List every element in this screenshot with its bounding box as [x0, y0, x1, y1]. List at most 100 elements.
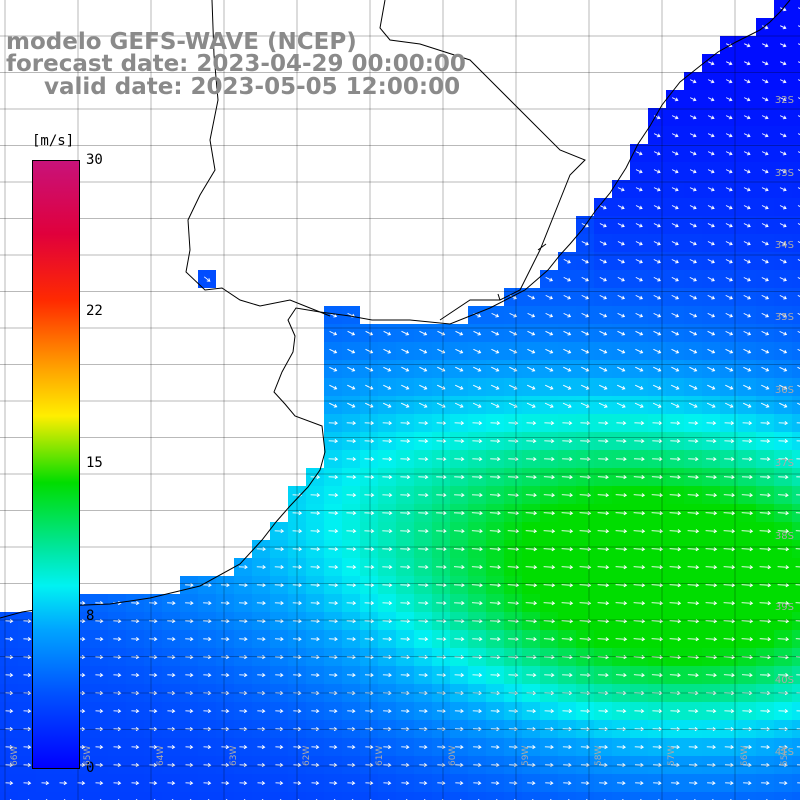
wind-arrow: [616, 439, 627, 444]
wind-arrow: [526, 402, 536, 408]
wind-arrow: [544, 402, 554, 408]
wind-arrow: [329, 709, 338, 714]
wind-arrow: [221, 673, 230, 678]
colorbar-tick-0: 0: [86, 760, 95, 776]
wind-arrow: [400, 637, 411, 642]
wind-arrow: [779, 312, 788, 318]
wind-arrow: [723, 655, 736, 660]
wind-arrow: [580, 439, 591, 444]
wind-arrow: [617, 205, 625, 210]
wind-arrow: [561, 601, 574, 606]
wind-arrow: [689, 97, 697, 102]
wind-arrow: [491, 330, 500, 336]
wind-arrow: [617, 259, 625, 264]
wind-cell: [540, 792, 558, 800]
wind-arrow: [615, 511, 628, 516]
wind-arrow: [401, 763, 410, 768]
wind-arrow: [275, 781, 284, 786]
wind-arrow: [599, 348, 608, 354]
wind-arrow: [725, 187, 733, 192]
wind-cell: [36, 792, 54, 800]
wind-arrow: [113, 709, 122, 714]
wind-arrow: [472, 402, 482, 408]
wind-arrow: [543, 655, 555, 660]
wind-arrow: [507, 493, 519, 498]
wind-arrow: [436, 601, 447, 606]
wind-arrow: [473, 745, 482, 750]
wind-arrow: [491, 348, 500, 354]
wind-arrow: [257, 727, 266, 732]
wind-arrow: [383, 781, 392, 786]
wind-arrow: [418, 493, 429, 498]
wind-arrow: [796, 746, 800, 748]
wind-arrow: [777, 655, 789, 660]
wind-arrow: [777, 565, 790, 570]
wind-cell: [792, 270, 800, 288]
wind-arrow: [347, 384, 356, 390]
wind-arrow: [365, 330, 374, 336]
wind-arrow: [419, 727, 428, 732]
wind-arrow: [779, 97, 787, 102]
wind-cell: [72, 792, 90, 800]
wind-arrow: [221, 727, 230, 732]
wind-arrow: [653, 330, 662, 336]
wind-arrow: [670, 457, 681, 462]
wind-cell: [792, 432, 800, 450]
lat-label-39s: 39S: [774, 602, 794, 613]
wind-arrow: [436, 457, 447, 462]
wind-arrow: [724, 709, 735, 714]
wind-arrow: [741, 673, 753, 678]
wind-arrow: [418, 421, 429, 426]
wind-arrow: [795, 620, 800, 622]
wind-arrow: [382, 421, 393, 426]
wind-arrow: [617, 223, 625, 228]
wind-arrow: [759, 493, 771, 498]
wind-arrow: [597, 529, 610, 534]
wind-cell: [792, 414, 800, 432]
wind-arrow: [779, 187, 787, 192]
wind-arrow: [580, 421, 591, 426]
wind-arrow: [149, 601, 158, 606]
wind-arrow: [95, 745, 104, 750]
wind-arrow: [489, 511, 501, 516]
wind-arrow: [689, 169, 697, 174]
wind-arrow: [419, 366, 428, 372]
lon-label-61w: 61W: [375, 745, 385, 766]
wind-arrow: [328, 655, 338, 660]
wind-arrow: [687, 529, 700, 534]
wind-arrow: [635, 384, 644, 390]
wind-arrow: [689, 151, 697, 156]
wind-arrow: [401, 366, 410, 372]
wind-arrow: [347, 727, 356, 732]
wind-arrow: [725, 277, 733, 282]
colorbar-tick-8: 8: [86, 608, 95, 624]
wind-arrow: [347, 366, 356, 372]
wind-arrow: [167, 709, 176, 714]
wind-arrow: [561, 493, 573, 498]
wind-arrow: [777, 637, 790, 642]
wind-arrow: [599, 781, 608, 786]
wind-arrow: [364, 511, 375, 516]
wind-arrow: [615, 565, 628, 570]
wind-arrow: [687, 673, 699, 678]
wind-arrow: [490, 457, 501, 462]
wind-arrow: [544, 457, 555, 462]
wind-arrow: [455, 330, 464, 336]
wind-arrow: [525, 511, 538, 516]
wind-arrow: [777, 583, 790, 588]
wind-arrow: [688, 457, 699, 462]
wind-arrow: [329, 348, 338, 354]
wind-arrow: [527, 366, 536, 372]
wind-arrow: [743, 294, 752, 300]
wind-arrow: [562, 673, 573, 678]
wind-arrow: [725, 348, 734, 354]
wind-arrow: [400, 655, 411, 660]
wind-arrow: [274, 565, 284, 570]
wind-arrow: [543, 637, 555, 642]
wind-cell: [792, 774, 800, 792]
wind-arrow: [779, 348, 788, 354]
wind-arrow: [797, 294, 800, 298]
wind-arrow: [527, 384, 536, 390]
valid-date: valid date: 2023-05-05 12:00:00: [44, 74, 461, 100]
